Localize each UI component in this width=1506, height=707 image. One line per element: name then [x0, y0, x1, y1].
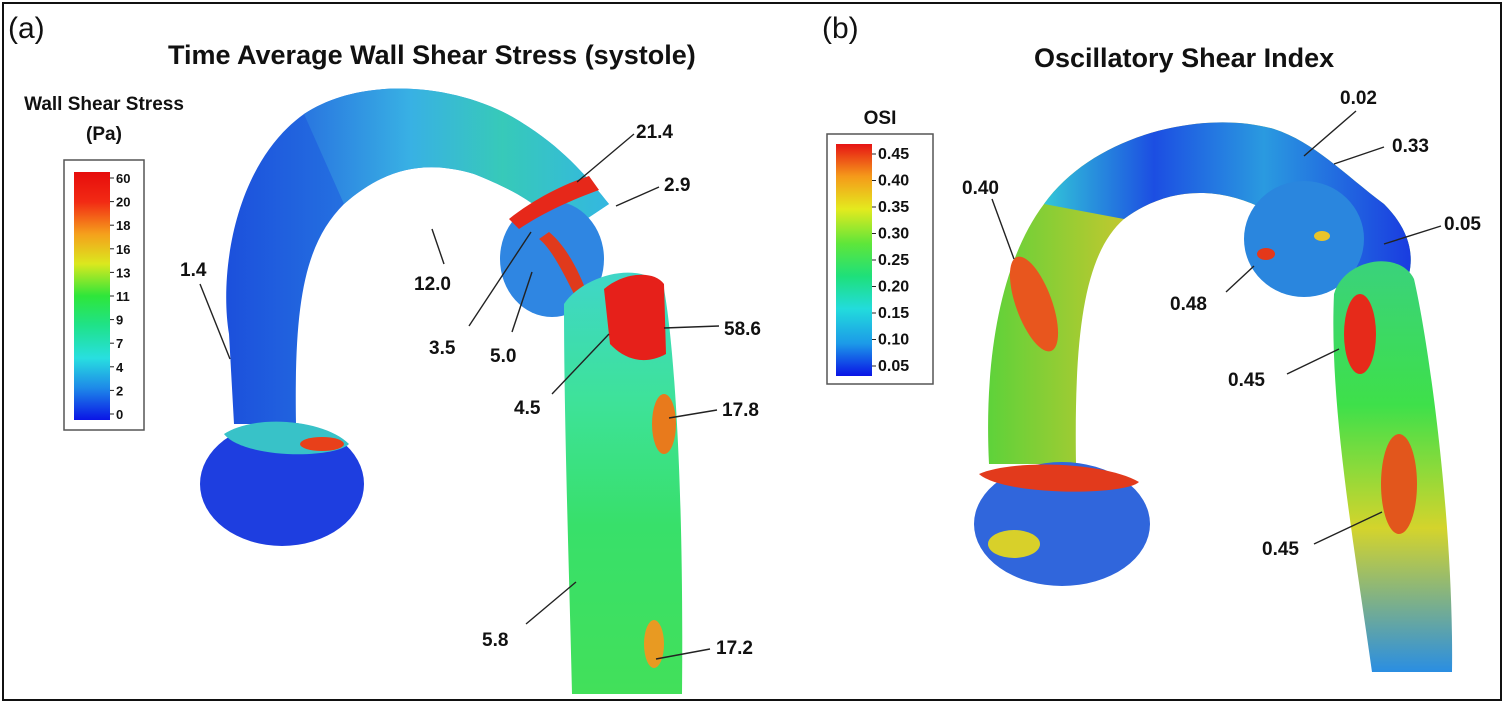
panel-a-colorbar-title: Wall Shear Stress — [24, 94, 184, 115]
panel-a-annotation: 17.8 — [722, 400, 759, 421]
panel-a-colorbar-tick-label: 18 — [116, 218, 130, 233]
panel-b-colorbar-title: OSI — [864, 108, 897, 129]
panel-a-colorbar-tick-label: 11 — [116, 289, 130, 304]
panel-b-annotation: 0.45 — [1262, 539, 1299, 560]
panel-a-descending-aorta — [564, 272, 683, 694]
panel-b-isthmus-patch — [1314, 231, 1330, 241]
panel-a-annotation: 17.2 — [716, 638, 753, 659]
panel-a-label: (a) — [8, 12, 45, 45]
panel-a-colorbar-tick-label: 9 — [116, 313, 123, 328]
panel-b-leader-lines — [991, 110, 1442, 545]
panel-a-annotation: 2.9 — [664, 175, 690, 196]
panel-b-ascending-hotspot — [1009, 256, 1059, 352]
panel-a-arch-top — [304, 88, 609, 235]
panel-b-colorbar-tick-label: 0.20 — [878, 279, 909, 296]
panel-a-annotation: 5.0 — [490, 346, 516, 367]
panel-a-colorbar-tick-label: 7 — [116, 336, 123, 351]
panel-b-colorbar-tick-label: 0.25 — [878, 252, 909, 269]
panel-a-colorbar-tick-label: 20 — [116, 195, 130, 210]
panel-a-annotation: 5.8 — [482, 630, 508, 651]
panel-b-root-band — [979, 464, 1139, 492]
panel-a-colorbar-tick-label: 2 — [116, 383, 123, 398]
panel-a-colorbar-tick-label: 60 — [116, 171, 130, 186]
panel-b-colorbar-tick-label: 0.35 — [878, 199, 909, 216]
panel-b-colorbar-tick-label: 0.45 — [878, 146, 909, 163]
panel-b-colorbar-tick-label: 0.30 — [878, 226, 909, 243]
panel-b-root-patch — [988, 530, 1040, 558]
panel-b-isthmus-bulge — [1244, 181, 1364, 297]
panel-a-colorbar-tick-label: 0 — [116, 407, 123, 422]
panel-b-hotspot-upper — [1344, 294, 1376, 374]
panel-a-hotspot-mid — [652, 394, 676, 454]
panel-a-title: Time Average Wall Shear Stress (systole) — [168, 40, 696, 70]
panel-b-colorbar-tick-label: 0.05 — [878, 358, 909, 375]
panel-b-title: Oscillatory Shear Index — [1034, 43, 1334, 73]
panel-b-annotations: 0.02 0.33 0.40 0.05 0.48 0.45 0.45 — [962, 88, 1481, 560]
panel-b-annotation: 0.33 — [1392, 136, 1429, 157]
figure-canvas: (a) Time Average Wall Shear Stress (syst… — [8, 12, 1481, 694]
panel-a-annotations: 21.4 2.9 1.4 12.0 3.5 5.0 58.6 4.5 17.8 … — [180, 122, 761, 659]
panel-b-annotation: 0.02 — [1340, 88, 1377, 109]
panel-b-annotation: 0.40 — [962, 178, 999, 199]
panel-a-colorbar — [74, 172, 110, 420]
panel-a-root-hotspot — [300, 437, 344, 451]
panel-a-isthmus-streak — [539, 232, 589, 304]
panel-a-annotation: 21.4 — [636, 122, 673, 143]
panel-b-colorbar — [836, 144, 872, 376]
panel-b-colorbar-tick-label: 0.15 — [878, 305, 909, 322]
panel-b-colorbar-tick-label: 0.40 — [878, 173, 909, 190]
panel-a-aortic-root — [200, 422, 364, 546]
panel-b-annotation: 0.05 — [1444, 214, 1481, 235]
panel-a-peak-hotspot — [604, 274, 666, 361]
panel-a-colorbar-tick-label: 13 — [116, 265, 130, 280]
panel-b-hotspot-lower — [1381, 434, 1417, 534]
panel-a-colorbar-tick-label: 16 — [116, 242, 130, 257]
panel-b-label: (b) — [822, 12, 859, 45]
panel-b-isthmus-hotspot — [1257, 248, 1275, 260]
panel-a-annotation: 12.0 — [414, 274, 451, 295]
panel-a-colorbar-tick-label: 4 — [116, 360, 124, 375]
panel-a-colorbar-unit: (Pa) — [86, 124, 122, 145]
panel-a-annotation: 1.4 — [180, 260, 207, 281]
panel-b-annotation: 0.48 — [1170, 294, 1207, 315]
panel-a-band-hotspot — [509, 176, 599, 229]
panel-b-colorbar-tick-label: 0.10 — [878, 332, 909, 349]
panel-a-annotation: 4.5 — [514, 398, 541, 419]
panel-a-annotation: 58.6 — [724, 319, 761, 340]
panel-a-hotspot-low — [644, 620, 664, 668]
panel-a-leader-lines — [199, 133, 720, 660]
panel-b-colorbar-ticks: 0.45 0.40 0.35 0.30 0.25 0.20 0.15 0.10 0.05 — [872, 146, 909, 375]
panel-a-annotation: 3.5 — [429, 338, 456, 359]
panel-b-annotation: 0.45 — [1228, 370, 1265, 391]
